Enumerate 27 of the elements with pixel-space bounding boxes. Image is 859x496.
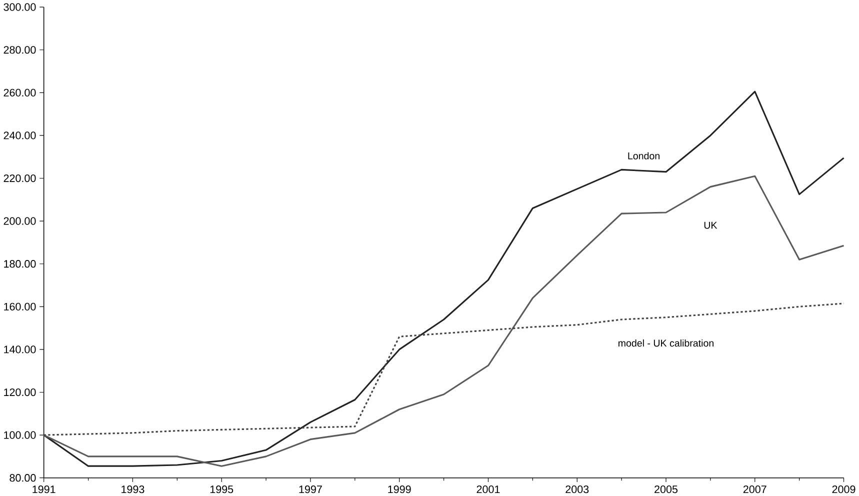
series-label: model - UK calibration: [618, 339, 714, 346]
series-label: London: [628, 152, 660, 160]
y-tick-label: 220.00: [4, 174, 36, 182]
x-tick-label: 1995: [210, 485, 234, 493]
y-tick-label: 280.00: [4, 46, 36, 54]
y-tick-label: 200.00: [4, 217, 36, 225]
text: UK: [704, 222, 718, 229]
y-tick-label: 120.00: [4, 388, 36, 396]
y-tick-label: 160.00: [4, 302, 36, 310]
x-tick-label: 1991: [32, 485, 56, 493]
y-tick-label: 260.00: [4, 88, 36, 96]
y-tick-label: 180.00: [4, 260, 36, 268]
x-tick-label: 2007: [743, 485, 766, 493]
line-series: [43, 302, 845, 436]
y-tick-label: 300.00: [4, 3, 36, 11]
x-tick-label: 2009: [832, 485, 856, 493]
line-series: [43, 90, 845, 467]
y-tick-label: 100.00: [4, 431, 36, 439]
x-tick-label: 2001: [476, 485, 500, 493]
x-tick-label: 1993: [122, 485, 144, 493]
x-tick-label: 2003: [566, 485, 589, 493]
x-tick-label: 1997: [299, 485, 322, 493]
y-tick-label: 80.00: [10, 474, 36, 482]
y-tick-label: 140.00: [4, 345, 36, 354]
y-tick-label: 240.00: [4, 131, 36, 140]
x-tick-label: 1999: [388, 485, 411, 493]
x-tick-label: 2005: [654, 485, 678, 493]
